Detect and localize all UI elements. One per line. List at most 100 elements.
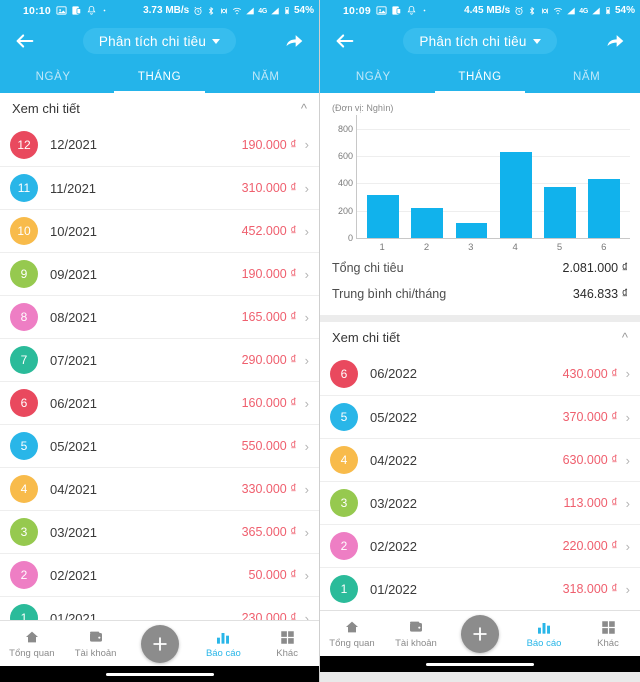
network-speed: 4.45 MB/s [464, 5, 511, 16]
chevron-right-icon[interactable]: › [625, 581, 630, 597]
report-type-dropdown[interactable]: Phân tích chi tiêu [403, 28, 557, 54]
tab-năm[interactable]: NĂM [573, 71, 601, 83]
share-icon[interactable] [281, 28, 307, 54]
gesture-pill[interactable] [426, 662, 534, 666]
chart-bar-column[interactable] [538, 115, 582, 238]
list-item[interactable]: 1 01/2022 318.000 ₫ › [320, 567, 640, 610]
list-item[interactable]: 5 05/2022 370.000 ₫ › [320, 395, 640, 438]
chart-bar-column[interactable] [494, 115, 538, 238]
gesture-pill[interactable] [105, 672, 214, 676]
dot-icon [421, 7, 428, 14]
list-item-label: 02/2022 [370, 538, 417, 554]
list-item[interactable]: 11 11/2021 310.000 ₫ › [0, 166, 319, 209]
plus-icon[interactable] [140, 624, 179, 663]
list-item[interactable]: 9 09/2021 190.000 ₫ › [0, 252, 319, 295]
list-item[interactable]: 10 10/2021 452.000 ₫ › [0, 209, 319, 252]
list-item[interactable]: 1 01/2021 230.000 ₫ › [0, 596, 319, 620]
share-icon[interactable] [602, 28, 628, 54]
tab-ngày[interactable]: NGÀY [35, 71, 71, 83]
chevron-right-icon[interactable]: › [304, 309, 309, 325]
nav-item-tổng-quan[interactable]: Tổng quan [320, 619, 384, 649]
chevron-right-icon[interactable]: › [304, 137, 309, 152]
chevron-up-icon[interactable]: ^ [621, 329, 628, 345]
chevron-right-icon[interactable]: › [304, 266, 309, 282]
wifi-icon [553, 6, 563, 16]
report-type-dropdown[interactable]: Phân tích chi tiêu [82, 28, 237, 54]
chevron-right-icon[interactable]: › [304, 567, 309, 583]
screenshot-icon [376, 5, 387, 16]
list-item-amount: 430.000 ₫ [562, 366, 618, 381]
back-arrow-icon[interactable] [332, 28, 358, 54]
chevron-right-icon[interactable]: › [625, 538, 630, 554]
bluetooth-icon [206, 6, 216, 16]
home-icon [24, 629, 40, 645]
x-axis-tick: 6 [601, 242, 607, 253]
list-item[interactable]: 4 04/2021 330.000 ₫ › [0, 467, 319, 510]
screenshot-icon [56, 5, 67, 16]
back-arrow-icon[interactable] [12, 28, 38, 54]
chevron-right-icon[interactable]: › [625, 409, 630, 425]
tab-ngày[interactable]: NGÀY [355, 71, 391, 83]
nav-item-tài-khoản[interactable]: Tài khoản [64, 629, 128, 659]
plus-icon[interactable] [461, 614, 499, 653]
chevron-right-icon[interactable]: › [625, 452, 630, 468]
month-badge: 4 [10, 475, 38, 503]
chevron-right-icon[interactable]: › [304, 352, 309, 368]
detail-section-header[interactable]: Xem chi tiết ^ [320, 322, 640, 352]
list-item[interactable]: 8 08/2021 165.000 ₫ › [0, 295, 319, 338]
list-item-label: 11/2021 [50, 180, 97, 196]
tab-tháng[interactable]: THÁNG [427, 61, 534, 93]
nav-item-khác[interactable]: Khác [255, 629, 319, 659]
month-badge: 1 [10, 604, 38, 620]
list-item-label: 01/2021 [50, 610, 97, 621]
chart-bar-column[interactable] [405, 115, 449, 238]
nav-item-báo-cáo[interactable]: Báo cáo [192, 629, 256, 659]
chart-bar-column[interactable] [449, 115, 493, 238]
nav-item-khác[interactable]: Khác [576, 619, 640, 649]
chart-bar-column[interactable] [582, 115, 626, 238]
chevron-right-icon[interactable]: › [304, 524, 309, 540]
chevron-right-icon[interactable]: › [625, 366, 630, 381]
scroll-content[interactable]: Xem chi tiết ^ 12 12/2021 190.000 ₫ › 11 11/202… [0, 93, 319, 620]
chevron-right-icon[interactable]: › [304, 438, 309, 454]
scroll-content[interactable]: (Đơn vị: Nghìn) 0 200 400 600 800 1 2 3 4 5 6 Tổng c… [320, 93, 640, 682]
list-item[interactable]: 12 12/2021 190.000 ₫ › [0, 123, 319, 166]
chevron-right-icon[interactable]: › [625, 495, 630, 511]
nav-item-tài-khoản[interactable]: Tài khoản [384, 619, 448, 649]
list-item[interactable]: 3 03/2021 365.000 ₫ › [0, 510, 319, 553]
list-item[interactable]: 6 06/2021 160.000 ₫ › [0, 381, 319, 424]
tab-năm[interactable]: NĂM [252, 71, 280, 83]
chevron-up-icon[interactable]: ^ [300, 100, 307, 116]
list-item-label: 03/2021 [50, 524, 97, 540]
list-item[interactable]: 2 02/2022 220.000 ₫ › [320, 524, 640, 567]
list-item[interactable]: 2 02/2021 50.000 ₫ › [0, 553, 319, 596]
list-item[interactable]: 6 06/2022 430.000 ₫ › [320, 352, 640, 395]
detail-section-title: Xem chi tiết [12, 100, 80, 116]
list-item[interactable]: 4 04/2022 630.000 ₫ › [320, 438, 640, 481]
detail-section-header[interactable]: Xem chi tiết ^ [0, 93, 319, 123]
list-item[interactable]: 7 07/2021 290.000 ₫ › [0, 338, 319, 381]
list-item-amount: 290.000 ₫ [241, 353, 297, 367]
alarm-icon [514, 6, 524, 16]
list-item[interactable]: 5 05/2021 550.000 ₫ › [0, 424, 319, 467]
4g-icon: 4G [258, 7, 267, 15]
x-axis-tick: 2 [423, 242, 430, 253]
month-badge: 2 [330, 532, 358, 560]
grid-icon [601, 619, 616, 635]
chart-bar-column[interactable] [361, 115, 405, 238]
list-item[interactable]: 3 03/2022 113.000 ₫ › [320, 481, 640, 524]
chevron-right-icon[interactable]: › [304, 395, 309, 411]
month-badge: 4 [330, 446, 358, 474]
tab-tháng[interactable]: THÁNG [106, 61, 212, 93]
list-item-amount: 365.000 ₫ [241, 525, 297, 539]
nav-item-add[interactable] [128, 624, 192, 663]
page-title: Phân tích chi tiêu [98, 33, 207, 49]
chevron-right-icon[interactable]: › [304, 180, 309, 196]
nav-item-add[interactable] [448, 614, 512, 653]
chevron-right-icon[interactable]: › [304, 481, 309, 497]
chevron-right-icon[interactable]: › [304, 223, 309, 239]
nav-item-báo-cáo[interactable]: Báo cáo [512, 619, 576, 649]
nav-item-tổng-quan[interactable]: Tổng quan [0, 629, 64, 659]
chevron-right-icon[interactable]: › [304, 610, 309, 621]
list-item-label: 10/2021 [50, 223, 97, 239]
